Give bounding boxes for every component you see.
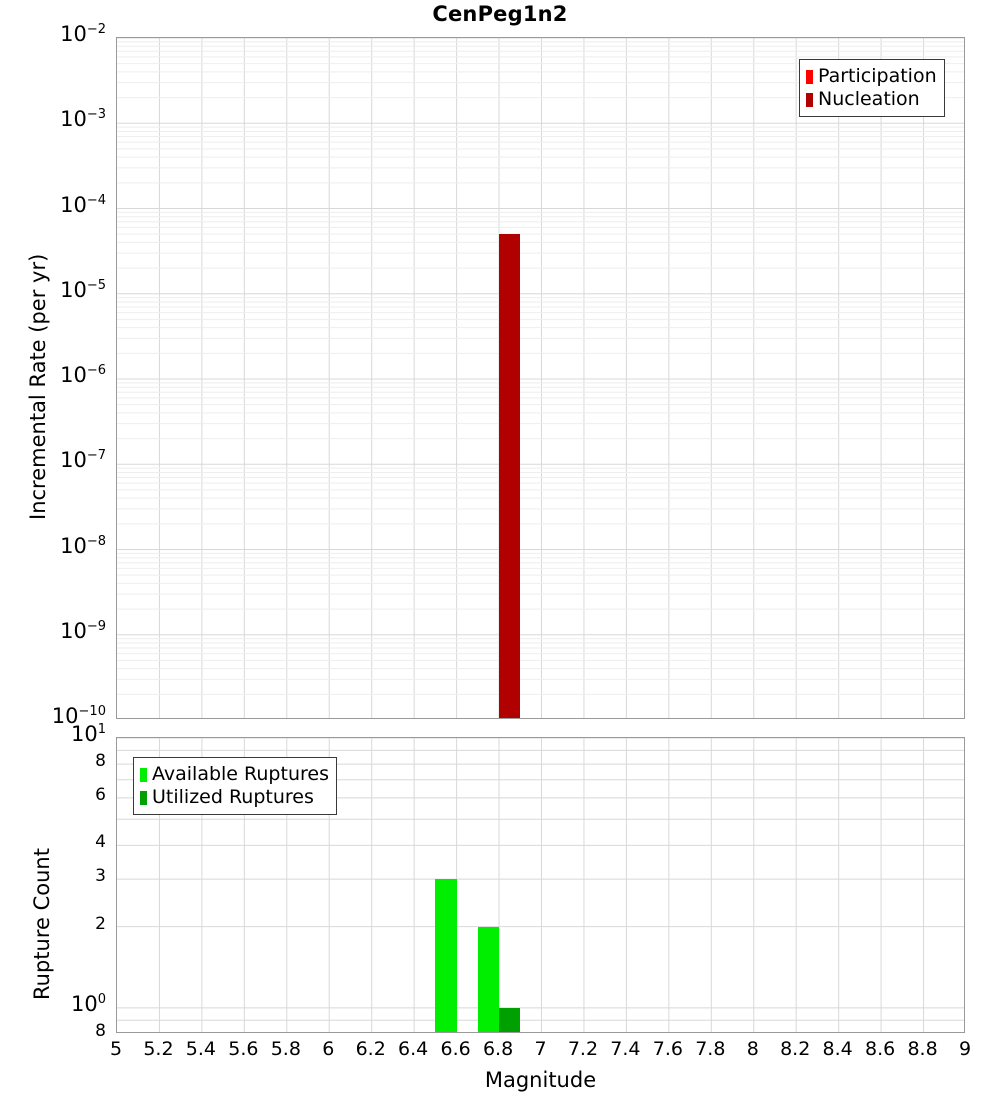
y-axis-label-bottom: Rupture Count [30, 848, 54, 1000]
x-tick-3: 5.6 [228, 1038, 259, 1060]
x-tick-14: 7.8 [695, 1038, 726, 1060]
y-tick-top-6: 10−8 [60, 533, 106, 558]
page-title: CenPeg1n2 [432, 2, 568, 26]
bar-nucleation [499, 234, 521, 718]
legend-swatch-utilized-ruptures [140, 790, 147, 805]
legend-swatch-nucleation [806, 92, 813, 107]
y-tick-bottom-3: 4 [95, 832, 106, 853]
legend-top: Participation Nucleation [799, 59, 945, 117]
x-tick-15: 8 [746, 1038, 759, 1060]
y-axis-label-bottom-wrap: Rupture Count [30, 848, 54, 1000]
legend-label-utilized-ruptures: Utilized Ruptures [152, 786, 314, 808]
x-tick-1: 5.2 [143, 1038, 174, 1060]
legend-item-nucleation[interactable]: Nucleation [806, 88, 937, 111]
y-tick-bottom-7: 8 [95, 1021, 106, 1041]
x-tick-7: 6.4 [398, 1038, 429, 1060]
x-tick-5: 6 [322, 1038, 335, 1060]
x-axis-label: Magnitude [484, 1068, 597, 1092]
y-tick-bottom-2: 6 [95, 784, 106, 805]
legend-swatch-participation [806, 69, 813, 84]
y-axis-label-top-wrap: Incremental Rate (per yr) [26, 254, 50, 520]
bar-utilized-ruptures [499, 1007, 521, 1032]
y-tick-top-4: 10−6 [60, 363, 106, 387]
x-tick-19: 8.8 [907, 1038, 938, 1060]
y-tick-top-8: 10−10 [51, 704, 106, 728]
legend-bottom: Available Ruptures Utilized Ruptures [133, 757, 337, 815]
x-tick-10: 7 [534, 1038, 547, 1060]
bars-top [117, 38, 964, 718]
y-tick-top-2: 10−4 [60, 192, 106, 217]
legend-item-utilized-ruptures[interactable]: Utilized Ruptures [140, 786, 329, 809]
y-axis-label-top: Incremental Rate (per yr) [26, 253, 50, 520]
x-tick-4: 5.8 [270, 1038, 301, 1060]
x-tick-8: 6.6 [440, 1038, 471, 1060]
legend-item-participation[interactable]: Participation [806, 65, 937, 88]
legend-label-participation: Participation [818, 65, 937, 87]
y-tick-bottom-6: 100 [70, 991, 106, 1016]
x-tick-13: 7.6 [652, 1038, 683, 1060]
legend-label-available-ruptures: Available Ruptures [152, 763, 329, 785]
legend-item-available-ruptures[interactable]: Available Ruptures [140, 763, 329, 786]
x-tick-17: 8.4 [822, 1038, 853, 1060]
y-tick-top-7: 10−9 [60, 618, 106, 643]
bars-bottom [117, 738, 964, 1032]
y-tick-top-3: 10−5 [60, 277, 106, 302]
x-tick-6: 6.2 [355, 1038, 386, 1060]
y-tick-bottom-5: 2 [95, 913, 106, 934]
x-tick-12: 7.4 [610, 1038, 641, 1060]
x-tick-11: 7.2 [567, 1038, 599, 1060]
y-tick-top-0: 10−2 [60, 22, 106, 46]
y-tick-bottom-4: 3 [95, 866, 106, 887]
x-tick-20: 9 [958, 1038, 972, 1060]
x-tick-2: 5.4 [185, 1038, 216, 1060]
x-tick-9: 6.8 [482, 1038, 514, 1060]
x-tick-0: 5 [109, 1038, 123, 1060]
legend-label-nucleation: Nucleation [818, 88, 920, 110]
legend-swatch-available-ruptures [140, 767, 147, 782]
bar-available-ruptures [477, 926, 500, 1032]
y-tick-top-1: 10−3 [60, 107, 106, 132]
x-tick-16: 8.2 [780, 1038, 811, 1060]
y-tick-top-5: 10−7 [60, 448, 106, 473]
y-tick-bottom-1: 8 [95, 751, 106, 772]
incremental-rate-plot [116, 37, 965, 719]
bar-available-ruptures [435, 879, 457, 1032]
x-tick-18: 8.6 [864, 1038, 896, 1060]
y-tick-bottom-0: 101 [70, 722, 106, 746]
